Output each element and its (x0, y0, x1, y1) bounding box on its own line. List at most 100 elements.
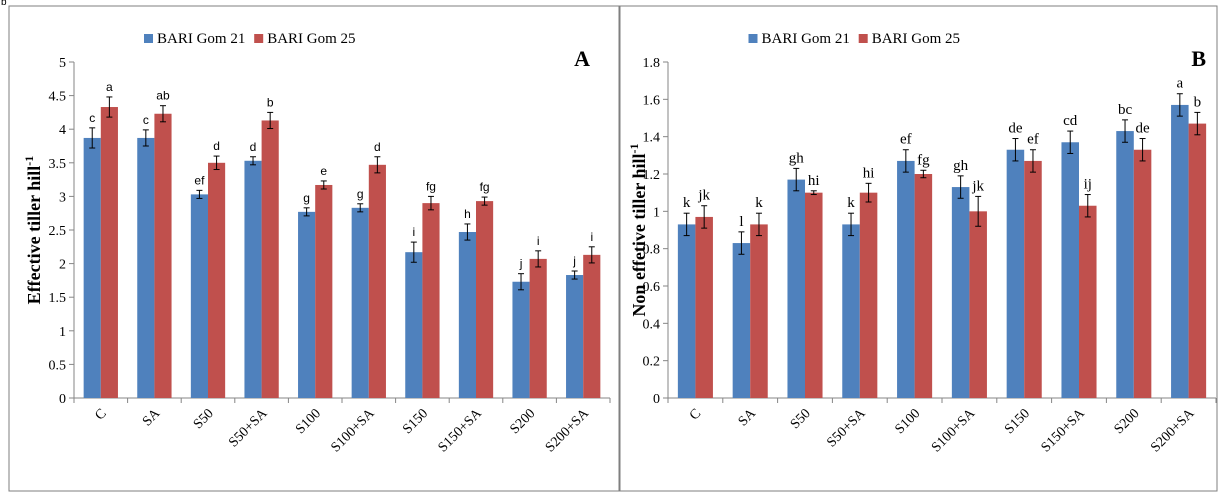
y-axis-title-superscript: -1 (627, 143, 641, 153)
y-tick-label: 0 (653, 392, 660, 407)
y-tick-label: 5 (59, 56, 66, 71)
y-tick-label: 2.5 (49, 224, 67, 239)
bar (208, 162, 226, 398)
y-tick-label: 0.2 (643, 355, 661, 370)
y-tick-label: 1.8 (643, 56, 661, 71)
bar (695, 216, 713, 398)
significance-letter: hi (863, 165, 875, 181)
bar (583, 254, 601, 398)
bar (750, 224, 768, 398)
y-tick-label: 1 (653, 205, 660, 220)
x-tick-label: C (92, 406, 109, 423)
figure-corner-label: b (1, 0, 7, 8)
significance-letter: fg (426, 179, 436, 193)
legend-swatch (748, 34, 758, 43)
y-tick-label: 0.6 (643, 280, 661, 295)
y-tick-label: 4.5 (49, 90, 67, 105)
significance-letter: l (739, 214, 743, 230)
bar (732, 243, 751, 398)
panel-a: 0 0.5 1 1.5 2 2.5 3 3.5 4 4.5 5 C SA S50 S50+SA S100 S10… (8, 5, 620, 492)
bar (1024, 160, 1042, 398)
significance-letter: b (267, 95, 274, 109)
bar (1006, 149, 1025, 398)
y-tick-label: 1.6 (643, 93, 661, 108)
significance-letter: hi (808, 173, 820, 189)
bar (244, 160, 262, 398)
x-tick-label: S100+SA (929, 406, 979, 456)
significance-letter: bc (1118, 102, 1133, 118)
bar (422, 203, 440, 398)
bar (1188, 123, 1207, 398)
significance-letter: j (572, 254, 576, 268)
x-tick-label: S200 (507, 406, 538, 437)
significance-letter: ef (900, 132, 912, 148)
y-tick-label: 4 (59, 123, 66, 138)
significance-letter: fg (480, 180, 490, 194)
significance-letter: h (464, 207, 471, 221)
bar (1061, 142, 1079, 398)
y-axis-title-main: Non effetive tiller hill (629, 153, 649, 316)
x-tick-label: S100 (892, 406, 923, 437)
y-axis-title: Non effetive tiller hill-1 (627, 143, 649, 316)
x-tick-label: C (687, 406, 704, 423)
x-tick-label: S50+SA (226, 406, 271, 451)
significance-letter: k (847, 195, 855, 211)
legend-label: BARI Gom 25 (267, 31, 355, 47)
bar (1171, 104, 1189, 398)
significance-letter: i (590, 230, 593, 244)
significance-letter: a (1176, 76, 1183, 92)
legend-label: BARI Gom 21 (762, 31, 850, 47)
y-axis-title-superscript: -1 (22, 156, 36, 166)
bar (805, 192, 823, 398)
bar (677, 224, 696, 398)
x-tick-label: S100 (293, 406, 324, 437)
bar (1079, 205, 1097, 398)
significance-letter: d (213, 139, 220, 153)
x-tick-label: S150 (1002, 406, 1033, 437)
significance-letter: gh (953, 158, 969, 174)
significance-letter: ef (194, 173, 205, 187)
significance-letter: j (519, 257, 523, 271)
legend-swatch (144, 34, 153, 43)
significance-letter: i (412, 225, 415, 239)
significance-letter: c (89, 111, 95, 125)
x-tick-label: S50+SA (824, 406, 869, 451)
bar (100, 107, 118, 399)
x-tick-label: S200 (1112, 406, 1143, 437)
y-tick-label: 3.5 (49, 157, 67, 172)
legend-label: BARI Gom 21 (157, 31, 245, 47)
bar (951, 187, 970, 398)
bar (405, 252, 423, 398)
y-tick-label: 0.4 (643, 317, 661, 332)
x-tick-label: S150+SA (1039, 406, 1089, 456)
bar (351, 207, 369, 398)
bar (787, 179, 805, 398)
bar (859, 192, 878, 398)
significance-letter: b (1194, 94, 1202, 110)
significance-letter: a (106, 80, 113, 94)
y-tick-label: 0.8 (643, 243, 661, 258)
y-tick-label: 2 (59, 258, 66, 273)
x-tick-label: SA (140, 406, 164, 430)
x-tick-label: S150+SA (436, 406, 486, 456)
x-tick-label: S150 (400, 406, 431, 437)
x-tick-label: S50 (191, 406, 217, 432)
panel-letter: B (1191, 46, 1206, 71)
y-tick-label: 3 (59, 190, 66, 205)
bar (512, 281, 530, 398)
y-tick-label: 1.5 (49, 291, 67, 306)
bar (315, 184, 333, 398)
x-tick-label: S200+SA (1148, 406, 1198, 456)
y-tick-label: 0.5 (49, 358, 67, 373)
bar (566, 275, 584, 398)
significance-letter: ab (156, 89, 170, 103)
legend-label: BARI Gom 25 (872, 31, 960, 47)
bar (476, 201, 494, 398)
significance-letter: d (250, 140, 257, 154)
significance-letter: d (374, 140, 381, 154)
significance-letter: g (357, 187, 364, 201)
significance-letter: fg (917, 152, 930, 168)
bar (83, 137, 101, 398)
significance-letter: k (683, 195, 691, 211)
